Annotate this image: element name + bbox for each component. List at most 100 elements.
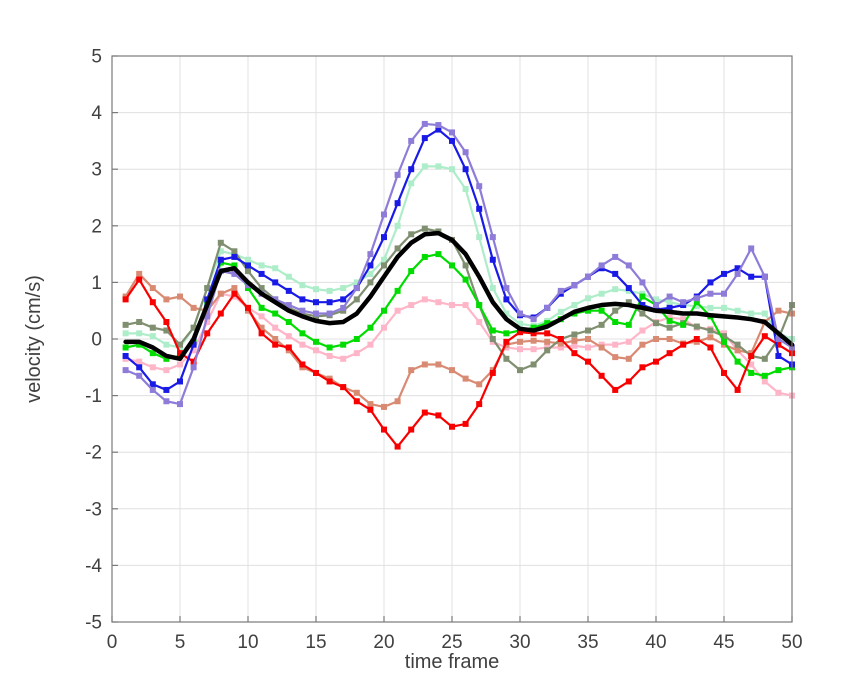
marker-palegreen-43 — [693, 303, 700, 310]
marker-green-38 — [625, 321, 632, 328]
marker-palegreen-27 — [476, 234, 483, 241]
marker-green-24 — [435, 251, 442, 258]
y-tick-label--3: -3 — [85, 499, 102, 520]
marker-olive-22 — [408, 231, 415, 238]
marker-olive-48 — [761, 355, 768, 362]
marker-olive-9 — [231, 248, 238, 255]
marker-salmon-46 — [734, 347, 741, 354]
y-axis-label: velocity (cm/s) — [23, 275, 45, 403]
marker-olive-19 — [367, 279, 374, 286]
marker-pink-2 — [136, 358, 143, 365]
marker-olive-20 — [381, 262, 387, 269]
marker-palegreen-13 — [285, 273, 292, 280]
marker-blue-29 — [503, 296, 510, 303]
marker-blue-25 — [449, 137, 455, 144]
marker-olive-46 — [734, 341, 741, 348]
marker-red-7 — [204, 330, 211, 337]
marker-purple-37 — [612, 253, 619, 260]
marker-palegreen-16 — [326, 287, 333, 294]
marker-olive-10 — [245, 268, 251, 275]
marker-purple-3 — [149, 386, 156, 393]
marker-pink-47 — [748, 361, 755, 368]
marker-palegreen-44 — [707, 304, 714, 311]
marker-olive-30 — [517, 367, 523, 374]
marker-red-38 — [625, 378, 632, 385]
marker-palegreen-48 — [761, 310, 768, 317]
marker-salmon-18 — [353, 389, 360, 396]
marker-palegreen-37 — [612, 286, 619, 293]
marker-red-32 — [544, 330, 551, 337]
marker-purple-38 — [625, 262, 632, 269]
marker-red-15 — [313, 369, 319, 376]
marker-blue-5 — [177, 378, 183, 385]
data-series — [122, 120, 795, 450]
marker-blue-44 — [707, 279, 714, 286]
marker-olive-34 — [571, 331, 578, 338]
marker-purple-14 — [299, 307, 306, 314]
marker-purple-31 — [530, 316, 537, 323]
marker-palegreen-1 — [122, 330, 129, 337]
marker-purple-44 — [707, 290, 714, 297]
marker-purple-5 — [177, 401, 183, 408]
marker-green-17 — [340, 341, 347, 348]
marker-pink-39 — [639, 327, 646, 334]
marker-blue-23 — [421, 135, 428, 142]
marker-green-43 — [693, 299, 700, 306]
marker-olive-40 — [653, 320, 659, 327]
marker-salmon-2 — [136, 270, 143, 277]
marker-green-46 — [734, 358, 741, 365]
marker-pink-23 — [421, 296, 428, 303]
marker-olive-4 — [163, 327, 170, 334]
marker-red-2 — [136, 276, 143, 283]
marker-blue-10 — [245, 262, 251, 269]
marker-pink-20 — [381, 324, 387, 331]
marker-blue-20 — [381, 234, 387, 241]
marker-purple-26 — [462, 149, 469, 156]
marker-red-25 — [449, 423, 455, 430]
marker-salmon-23 — [421, 361, 428, 368]
marker-olive-2 — [136, 319, 143, 326]
marker-purple-9 — [231, 270, 238, 277]
marker-palegreen-35 — [585, 295, 591, 302]
marker-red-31 — [530, 330, 537, 337]
y-tick-label-0: 0 — [91, 330, 102, 351]
marker-olive-44 — [707, 327, 714, 334]
marker-salmon-19 — [367, 401, 374, 408]
marker-purple-27 — [476, 183, 483, 190]
marker-green-48 — [761, 372, 768, 379]
marker-salmon-40 — [653, 336, 659, 342]
marker-olive-7 — [204, 285, 211, 292]
marker-palegreen-30 — [517, 320, 523, 327]
marker-olive-41 — [666, 324, 673, 331]
x-tick-label-25: 25 — [441, 632, 462, 653]
marker-palegreen-46 — [734, 307, 741, 314]
marker-green-15 — [313, 338, 319, 345]
marker-red-23 — [421, 409, 428, 416]
marker-pink-31 — [530, 346, 537, 353]
marker-pink-42 — [680, 316, 687, 323]
marker-green-11 — [258, 304, 265, 311]
marker-purple-43 — [693, 295, 700, 302]
marker-salmon-31 — [530, 337, 537, 344]
marker-purple-2 — [136, 372, 143, 379]
marker-purple-28 — [489, 234, 496, 241]
marker-red-21 — [394, 443, 401, 450]
marker-salmon-32 — [544, 338, 551, 345]
marker-green-29 — [503, 330, 510, 337]
marker-pink-5 — [177, 361, 183, 368]
marker-palegreen-11 — [258, 262, 265, 269]
marker-olive-26 — [462, 262, 469, 269]
marker-palegreen-47 — [748, 310, 755, 317]
marker-salmon-30 — [517, 338, 523, 345]
marker-palegreen-2 — [136, 330, 143, 337]
marker-pink-38 — [625, 338, 632, 345]
marker-palegreen-45 — [721, 304, 727, 311]
marker-salmon-27 — [476, 381, 483, 388]
marker-green-31 — [530, 324, 537, 331]
marker-blue-2 — [136, 364, 143, 371]
marker-red-35 — [585, 358, 591, 365]
marker-salmon-33 — [557, 340, 564, 347]
marker-purple-42 — [680, 299, 687, 306]
marker-red-13 — [285, 344, 292, 351]
